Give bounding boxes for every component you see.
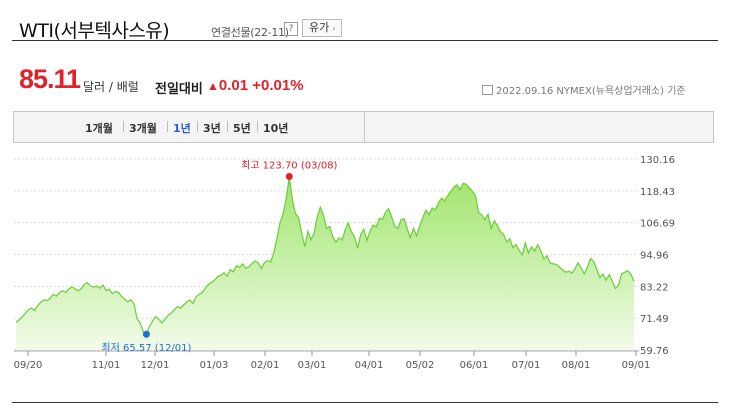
oil-category-button[interactable]: 유가 ›: [302, 19, 343, 37]
tab-1-year[interactable]: 1년: [173, 122, 191, 135]
current-price: 85.11: [19, 64, 81, 94]
tab-3-years[interactable]: 3년: [203, 122, 221, 135]
y-tick-label: 59.76: [640, 346, 669, 357]
bottom-divider: [12, 402, 718, 403]
x-tick-label: 08/01: [562, 360, 591, 371]
high-marker[interactable]: [285, 173, 293, 181]
y-tick-label: 118.43: [640, 187, 675, 198]
tab-bar-separator: [364, 112, 365, 142]
tab-10-years[interactable]: 10년: [263, 122, 289, 135]
tab-divider: [167, 121, 168, 132]
x-tick-label: 05/02: [406, 360, 435, 371]
x-tick-label: 07/01: [512, 360, 541, 371]
x-tick-label: 09/20: [14, 360, 42, 371]
change-percent: +0.01%: [252, 77, 304, 94]
y-tick-label: 130.16: [640, 155, 675, 166]
change-block: ▲0.01 +0.01%: [207, 77, 304, 94]
tab-divider: [227, 121, 228, 132]
tab-5-years[interactable]: 5년: [233, 122, 251, 135]
x-tick-label: 01/03: [200, 360, 229, 371]
y-tick-label: 71.49: [640, 314, 669, 325]
price-line: [15, 176, 635, 336]
x-tick-label: 09/01: [622, 360, 651, 371]
price-unit: 달러 / 배럴: [83, 80, 139, 94]
price-chart[interactable]: 130.16 118.43 106.69 94.96 83.22 71.49 59.76 0…: [14, 150, 714, 375]
y-tick-label: 94.96: [640, 251, 669, 262]
x-axis-ticks: 09/20 11/01 12/01 01/03 02/01 03/01 04/01 05/02…: [14, 351, 650, 371]
x-tick-label: 02/01: [251, 360, 280, 371]
contract-subtitle: 연결선물(22-11): [211, 26, 289, 39]
price-area: [16, 176, 634, 350]
as-of-text: 2022.09.16 NYMEX(뉴욕상업거래소) 기준: [496, 86, 686, 97]
y-tick-label: 83.22: [640, 282, 669, 293]
low-marker[interactable]: [142, 330, 150, 338]
x-tick-label: 12/01: [141, 360, 170, 371]
period-tabs: 1개월 3개월 1년 3년 5년 10년: [13, 111, 714, 143]
change-label: 전일대비: [155, 82, 203, 97]
high-label: 최고 123.70 (03/08): [241, 160, 337, 172]
page-header: WTI(서부텍사스유) 연결선물(22-11) ? 유가 ›: [12, 8, 718, 42]
y-tick-label: 106.69: [640, 219, 675, 230]
chevron-right-icon: ›: [332, 24, 336, 33]
tab-3-months[interactable]: 3개월: [129, 122, 157, 135]
x-tick-label: 03/01: [298, 360, 327, 371]
triangle-up-icon: ▲: [207, 79, 219, 93]
x-tick-label: 04/01: [355, 360, 384, 371]
change-value: 0.01: [218, 77, 249, 94]
page-title: WTI(서부텍사스유): [19, 20, 170, 42]
tab-1-month[interactable]: 1개월: [85, 122, 113, 135]
as-of-info: 2022.09.16 NYMEX(뉴욕상업거래소) 기준: [482, 82, 686, 97]
x-tick-label: 11/01: [92, 360, 121, 371]
calendar-icon: [482, 85, 493, 95]
oil-category-label: 유가: [309, 21, 330, 34]
x-tick-label: 06/01: [460, 360, 489, 371]
low-label: 최저 65.57 (12/01): [101, 342, 191, 354]
tab-divider: [123, 121, 124, 132]
tab-divider: [197, 121, 198, 132]
tab-divider: [257, 121, 258, 132]
help-icon[interactable]: ?: [284, 22, 298, 36]
y-axis-ticks: 130.16 118.43 106.69 94.96 83.22 71.49 59.76: [640, 155, 675, 357]
